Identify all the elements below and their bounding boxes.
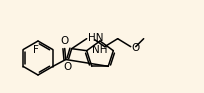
Text: HN: HN: [88, 33, 103, 43]
Text: NH: NH: [92, 45, 108, 55]
Text: F: F: [33, 45, 39, 55]
Text: O: O: [64, 62, 72, 72]
Text: O: O: [61, 36, 69, 45]
Text: O: O: [132, 43, 140, 53]
